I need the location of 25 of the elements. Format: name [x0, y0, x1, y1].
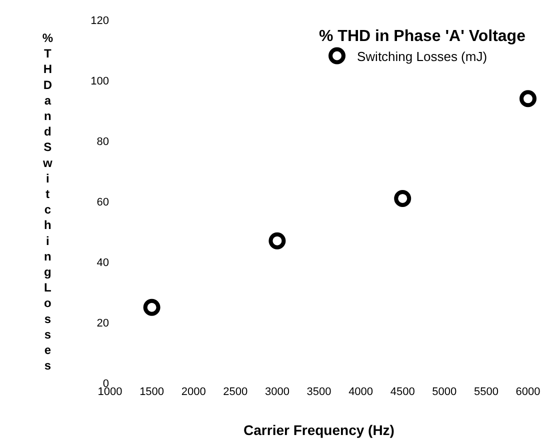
x-tick-label: 4500 — [390, 386, 415, 398]
x-axis-title: Carrier Frequency (Hz) — [244, 422, 394, 438]
x-tick-label: 4000 — [348, 386, 374, 398]
x-tick-label: 6000 — [516, 386, 540, 398]
x-tick-label: 1000 — [98, 386, 122, 398]
y-tick-label: 80 — [96, 136, 109, 148]
x-tick-label: 2500 — [223, 386, 248, 398]
y-tick-label: 60 — [96, 196, 109, 208]
legend-title: % THD in Phase 'A' Voltage — [319, 28, 526, 45]
y-tick-label: 40 — [96, 256, 109, 269]
x-tick-label: 2000 — [181, 386, 206, 398]
point — [143, 298, 160, 316]
legend-label: Switching Losses (mJ) — [357, 48, 488, 64]
y-tick-label: 100 — [90, 75, 109, 88]
x-tick-label: 3500 — [306, 386, 332, 398]
point — [394, 190, 412, 207]
x-tick-label: 3000 — [264, 386, 290, 398]
text: % THD and Switching Losses — [42, 31, 54, 373]
y-tick-label: 120 — [90, 14, 109, 27]
x-tick-label: 1500 — [140, 386, 164, 398]
y-tick-label: 20 — [96, 317, 109, 330]
point — [520, 90, 536, 108]
x-tick-label: 5500 — [474, 386, 498, 398]
point — [268, 232, 286, 250]
x-tick-label: 5000 — [432, 386, 457, 398]
